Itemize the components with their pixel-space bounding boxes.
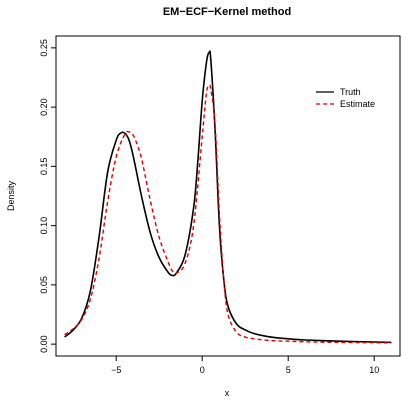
series-line-estimate bbox=[64, 84, 392, 344]
y-tick-label: 0.10 bbox=[39, 217, 49, 235]
x-tick-label: 10 bbox=[369, 365, 379, 375]
x-tick-label: −5 bbox=[111, 365, 121, 375]
chart-title: EM−ECF−Kernel method bbox=[163, 6, 291, 18]
y-tick-label: 0.25 bbox=[39, 39, 49, 57]
legend-label-estimate: Estimate bbox=[340, 99, 375, 109]
y-axis-label: Density bbox=[6, 180, 16, 211]
y-tick-label: 0.05 bbox=[39, 276, 49, 294]
x-axis: −5 0 5 10 bbox=[111, 356, 379, 375]
y-axis: 0.00 0.05 0.10 0.15 0.20 0.25 bbox=[39, 39, 56, 353]
series-line-truth bbox=[64, 50, 392, 344]
legend-label-truth: Truth bbox=[340, 87, 361, 97]
x-axis-label: x bbox=[225, 388, 230, 398]
y-tick-label: 0.00 bbox=[39, 335, 49, 353]
x-tick-label: 0 bbox=[200, 365, 205, 375]
y-tick-label: 0.15 bbox=[39, 158, 49, 176]
series-lines bbox=[64, 50, 392, 344]
x-tick-label: 5 bbox=[286, 365, 291, 375]
y-tick-label: 0.20 bbox=[39, 98, 49, 116]
legend: Truth Estimate bbox=[316, 87, 375, 109]
plot-frame bbox=[55, 35, 401, 357]
